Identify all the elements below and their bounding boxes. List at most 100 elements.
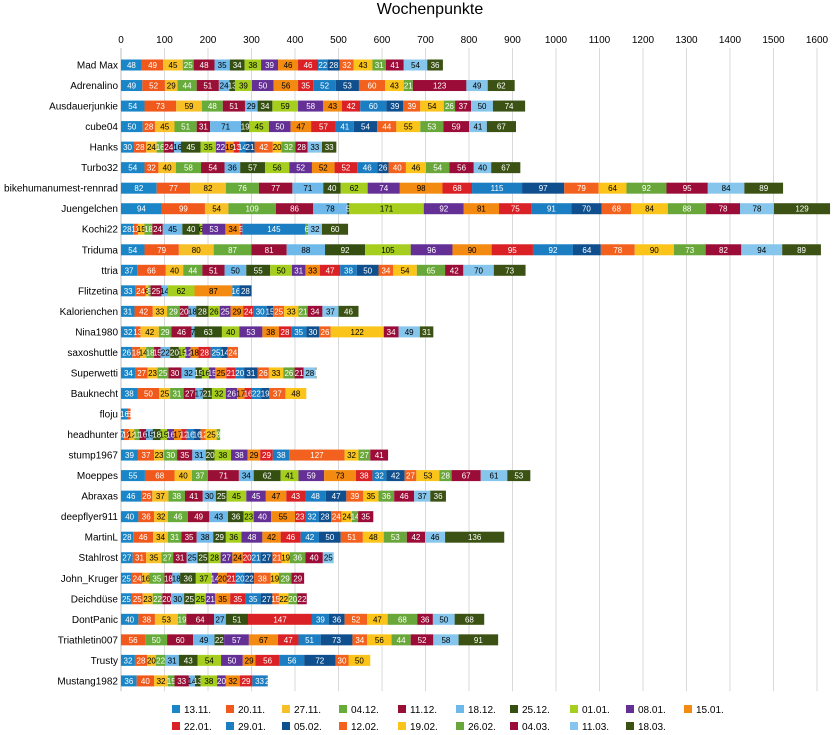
bar-segment [386, 100, 404, 112]
bar-value-label: 27 [122, 554, 131, 563]
bar-segment [291, 326, 307, 338]
bar-value-label: 34 [228, 225, 237, 234]
bar-segment [352, 634, 368, 646]
bar-segment [466, 80, 488, 92]
bar-value-label: 43 [390, 82, 399, 91]
bar-segment [153, 531, 168, 543]
bar-segment [221, 346, 228, 358]
bar-value-label: 35 [218, 595, 227, 604]
bar-value-label: 79 [157, 246, 166, 255]
bar-segment [158, 162, 176, 174]
bar-segment [260, 449, 273, 461]
bar-segment [265, 490, 287, 502]
bar-segment [152, 593, 163, 605]
bar-value-label: 36 [434, 492, 443, 501]
bar-value-label: 16 [193, 431, 202, 440]
bar-value-label: 50 [277, 266, 286, 275]
bar-value-label: 32 [124, 656, 133, 665]
bar-value-label: 24 [228, 348, 237, 357]
bar-value-label: 66 [147, 266, 156, 275]
bar-segment [416, 470, 440, 482]
bar-value-label: 36 [124, 677, 133, 686]
bar-segment [260, 593, 273, 605]
bar-segment [335, 121, 354, 133]
bar-value-label: 51 [229, 102, 238, 111]
bar-segment [339, 59, 354, 71]
bar-segment [372, 59, 386, 71]
bar-value-label: 63 [204, 328, 213, 337]
bar-value-label: 24 [342, 513, 351, 522]
bar-value-label: 73 [332, 636, 341, 645]
bar-segment [600, 244, 635, 256]
bar-segment [257, 100, 273, 112]
bar-value-label: 45 [186, 143, 195, 152]
row-label: Kalorienchen [60, 307, 118, 318]
bar-segment [137, 387, 160, 399]
bar-segment [191, 470, 208, 482]
bar-value-label: 26 [445, 102, 454, 111]
bar-value-label: 60 [176, 636, 185, 645]
bar-segment [278, 634, 299, 646]
bar-value-label: 23 [148, 369, 157, 378]
bar-segment [242, 654, 256, 666]
bar-segment [425, 531, 446, 543]
bar-value-label: 51 [181, 123, 190, 132]
bar-segment [455, 100, 472, 112]
bar-segment [328, 613, 345, 625]
bar-value-label: 42 [145, 328, 154, 337]
bar-value-label: 147 [273, 615, 287, 624]
bar-value-label: 5 [239, 225, 244, 234]
bar-value-label: 50 [231, 266, 240, 275]
bar-value-label: 45 [252, 492, 261, 501]
bar-value-label: 39 [316, 615, 325, 624]
legend-swatch [339, 722, 347, 730]
bar-value-label: 21 [295, 369, 304, 378]
bar-segment [383, 326, 399, 338]
bar-segment [210, 346, 222, 358]
bar-value-label: 37 [418, 492, 427, 501]
bar-segment [232, 552, 243, 564]
bar-segment [121, 326, 135, 338]
bar-value-label: 87 [209, 287, 218, 296]
bar-value-label: 50 [363, 266, 372, 275]
bar-value-label: 44 [382, 123, 391, 132]
bar-value-label: 31 [422, 328, 431, 337]
bar-segment [234, 80, 252, 92]
bar-segment [218, 80, 230, 92]
bar-value-label: 45 [160, 123, 169, 132]
bar-value-label: 16 [173, 143, 182, 152]
bar-value-label: 15 [167, 677, 176, 686]
bar-segment [410, 244, 453, 256]
bar-segment [378, 490, 395, 502]
bar-value-label: 90 [650, 246, 659, 255]
bar-segment [163, 59, 183, 71]
bar-value-label: 64 [608, 184, 617, 193]
bar-value-label: 20 [236, 574, 245, 583]
bar-value-label: 16 [201, 369, 210, 378]
bar-segment [121, 613, 139, 625]
bar-value-label: 25 [184, 61, 193, 70]
row-label: Mustang1982 [57, 676, 118, 687]
bar-segment [121, 305, 135, 317]
bar-value-label: 29 [167, 82, 176, 91]
bar-segment [141, 490, 153, 502]
bar-row: Ausdauerjunkie 54 73 59 48 51 29 34 59 58 43 42 60 39… [49, 100, 526, 113]
bar-segment [167, 511, 188, 523]
bar-segment [167, 531, 182, 543]
bar-value-label: 41 [189, 492, 198, 501]
bar-segment [239, 326, 263, 338]
bar-segment [367, 634, 392, 646]
bar-value-label: 27 [137, 369, 146, 378]
bar-value-label: 34 [355, 636, 364, 645]
bar-segment [165, 264, 184, 276]
bar-value-label: 29 [247, 102, 256, 111]
bar-value-label: 29 [242, 677, 251, 686]
bar-value-label: 68 [155, 472, 164, 481]
bar-value-label: 86 [290, 205, 299, 214]
bar-value-label: 29 [169, 307, 178, 316]
bar-value-label: 22 [215, 636, 224, 645]
bar-segment [253, 511, 272, 523]
